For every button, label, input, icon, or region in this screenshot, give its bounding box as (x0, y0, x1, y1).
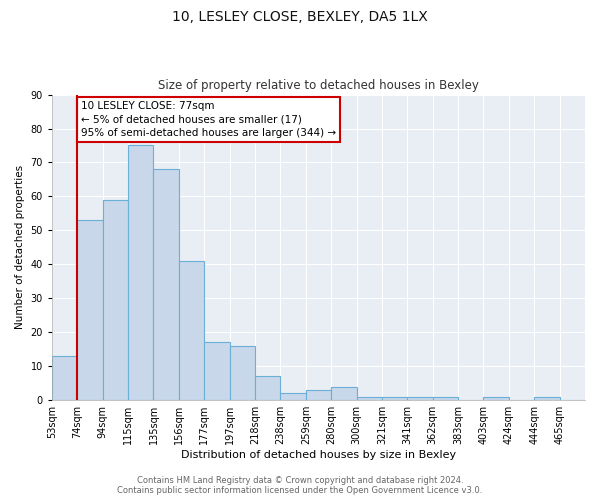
Bar (433, 397, 458, 400)
Y-axis label: Number of detached properties: Number of detached properties (15, 166, 25, 330)
Bar (255, 376, 280, 400)
Bar (77, 220, 103, 400)
Bar (484, 397, 509, 400)
Bar (230, 346, 255, 400)
Text: 10, LESLEY CLOSE, BEXLEY, DA5 1LX: 10, LESLEY CLOSE, BEXLEY, DA5 1LX (172, 10, 428, 24)
Bar (407, 397, 433, 400)
Bar (534, 397, 560, 400)
Bar (280, 394, 306, 400)
Bar (356, 397, 382, 400)
Bar (154, 170, 179, 400)
Bar (179, 261, 204, 400)
Bar (204, 342, 230, 400)
Bar (128, 146, 154, 400)
Bar (382, 397, 407, 400)
Text: 10 LESLEY CLOSE: 77sqm
← 5% of detached houses are smaller (17)
95% of semi-deta: 10 LESLEY CLOSE: 77sqm ← 5% of detached … (81, 102, 336, 138)
Bar (306, 390, 331, 400)
X-axis label: Distribution of detached houses by size in Bexley: Distribution of detached houses by size … (181, 450, 456, 460)
Bar (331, 386, 356, 400)
Text: Contains HM Land Registry data © Crown copyright and database right 2024.
Contai: Contains HM Land Registry data © Crown c… (118, 476, 482, 495)
Bar (52, 356, 77, 400)
Bar (103, 200, 128, 400)
Title: Size of property relative to detached houses in Bexley: Size of property relative to detached ho… (158, 79, 479, 92)
